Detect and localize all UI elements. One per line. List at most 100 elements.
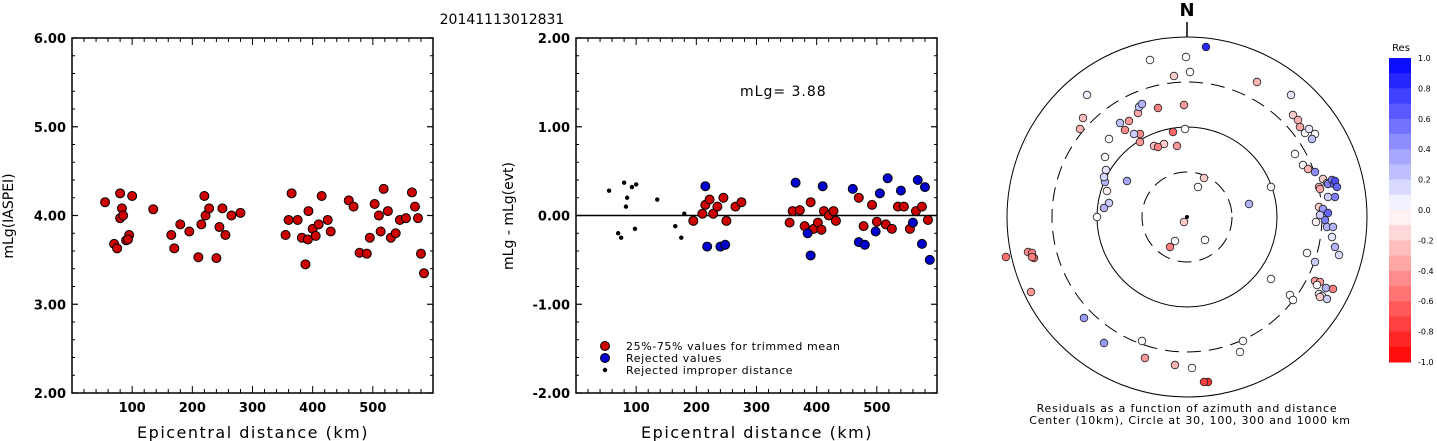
data-point [303,206,314,217]
y-axis-label-residual: mLg - mLg(evt) [501,162,517,270]
residual-point [1129,129,1139,139]
rejected-point [870,226,881,237]
residual-point [1304,124,1314,134]
colorbar-tick-label: -1.0 [1418,358,1434,367]
rejected-distance-point [633,182,639,187]
rejected-distance-point [682,211,687,216]
data-point [412,213,423,224]
colorbar-swatch [1389,194,1411,211]
colorbar-swatch [1389,149,1411,165]
colorbar-tick-label: 0.6 [1418,115,1431,124]
residual-point [1099,172,1109,182]
trimmed-mean-point [688,215,699,226]
points-residual [606,173,935,265]
x-tick-labels-residual: 100 200 300 400 500 [587,38,926,416]
colorbar-tick-label: 0.8 [1418,84,1431,93]
rejected-distance-point [623,204,629,209]
colorbar-tick-label: 0.0 [1418,206,1431,215]
residual-point [1235,347,1245,357]
data-point [373,210,384,221]
colorbar-tick-label: -0.8 [1418,328,1434,337]
rejected-point [874,188,885,199]
data-point [217,203,228,214]
caption-line-2: Center (10km), Circle at 30, 100, 300 an… [1029,414,1351,427]
data-point [418,268,429,279]
data-point [313,219,324,230]
x-tick-label: 100 [623,401,650,416]
panel-residual: -2.00 -1.00 0.00 1.00 2.00 100 200 300 400 500 m… [501,32,938,441]
data-point [100,197,111,208]
data-point [148,204,159,215]
x-tick-label: 400 [803,401,830,416]
rejected-point [924,254,935,265]
residual-point [1100,152,1110,162]
residual-point [1169,71,1179,81]
colorbar-swatch [1389,134,1411,150]
data-point [286,188,297,199]
residual-point [1201,42,1211,52]
colorbar-swatch [1389,179,1411,196]
residual-point [1323,208,1333,218]
data-point [369,198,380,209]
trimmed-mean-point [886,223,897,234]
trimmed-mean-point [867,199,878,210]
residual-point [1170,236,1180,246]
residual-point [1332,182,1342,192]
residual-point [1302,248,1312,258]
trimmed-mean-point [816,224,827,235]
residual-point [1187,363,1197,373]
residual-point [1102,186,1112,196]
colorbar-tick-labels: 1.0 0.8 0.6 0.4 0.2 0.0 -0.2 -0.4 -0.6 -0.8 -1.0 [1418,54,1434,367]
x-tick-label: 300 [743,401,770,416]
residual-point [1307,134,1317,144]
rejected-point [700,181,711,192]
data-point [322,214,333,225]
rejected-point [847,183,858,194]
data-point [220,230,231,241]
y-tick-labels-magnitude: 2.00 3.00 4.00 5.00 6.00 [34,32,433,402]
trimmed-mean-point [898,201,909,212]
residual-point [1180,124,1190,134]
residual-point [1075,124,1085,134]
panel-magnitude: 2.00 3.00 4.00 5.00 6.00 100 200 300 400 500 mLg… [1,32,434,441]
residual-point [1290,149,1300,159]
data-point [310,230,321,241]
trimmed-mean-point [830,215,841,226]
residual-point [1266,182,1276,192]
colorbar-swatch [1389,58,1411,74]
x-tick-label: 500 [863,401,890,416]
colorbar-swatch [1389,270,1411,287]
colorbar-tick-label: -0.6 [1418,297,1434,306]
y-tick-labels-residual: -2.00 -1.00 0.00 1.00 2.00 [533,32,937,402]
rejected-point [702,241,713,252]
center-dot [1185,215,1189,219]
data-point [175,219,186,230]
y-tick-label: 2.00 [34,387,66,402]
colorbar-swatch [1389,331,1411,348]
data-point [199,190,210,201]
trimmed-mean-point [704,194,715,205]
residual-point [1312,280,1322,290]
x-tick-label: 100 [119,401,146,416]
residual-point [1238,336,1248,346]
residual-point [1288,110,1298,120]
trimmed-mean-point [794,205,805,216]
y-tick-label: 1.00 [538,121,570,136]
residual-point [1244,199,1254,209]
residual-point [1140,353,1150,363]
colorbar-swatch [1389,210,1411,226]
colorbar-swatch [1389,164,1411,181]
residual-point [1310,167,1320,177]
residual-point [1099,203,1109,213]
legend-marker [602,367,608,373]
legend: 25%-75% values for trimmed meanRejected … [600,340,840,377]
rejected-distance-point [673,223,678,229]
residual-point [1315,292,1325,302]
residual-point [1079,313,1089,323]
x-tick-label: 400 [299,401,326,416]
rejected-point [882,173,893,184]
residual-point [1200,235,1210,245]
data-point [300,259,311,270]
legend-label: Rejected improper distance [626,364,793,377]
